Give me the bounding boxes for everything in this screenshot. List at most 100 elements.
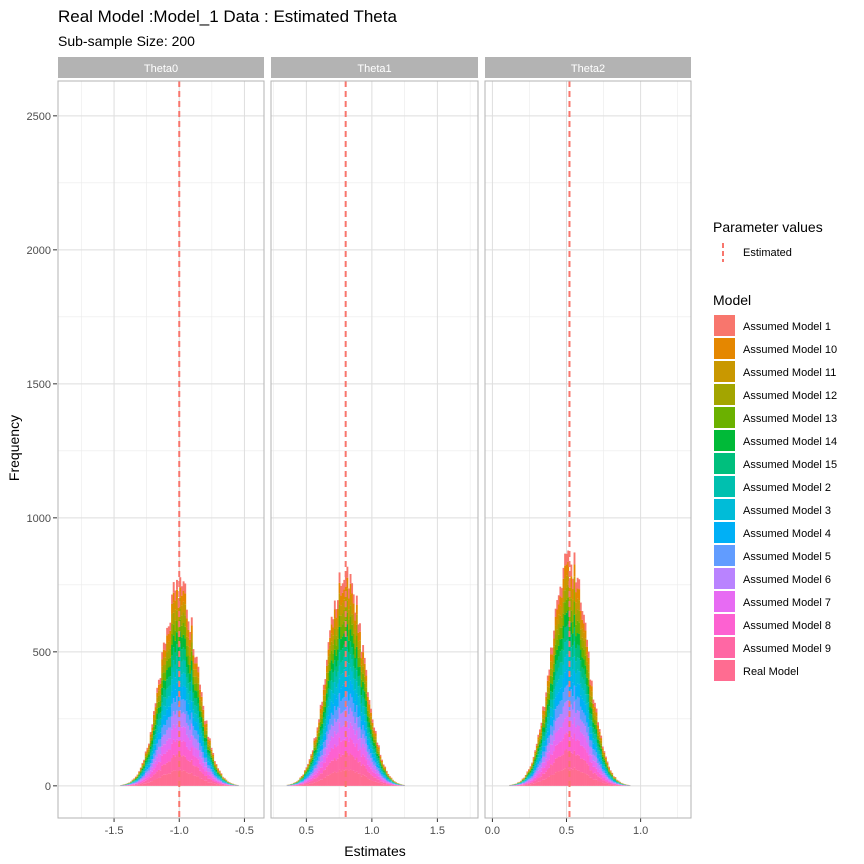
histogram-bar-segment [190,642,193,652]
histogram-bar-segment [185,645,188,657]
histogram-bar-segment [548,776,551,786]
histogram-bar-segment [308,760,311,762]
histogram-bar-segment [179,619,182,632]
histogram-bar-segment [592,732,595,739]
histogram-bar-segment [190,735,193,748]
histogram-bar-segment [559,675,562,689]
histogram-bar-segment [562,625,565,639]
histogram-bar-segment [202,779,205,786]
histogram-bar-segment [223,780,226,782]
histogram-bar-segment [167,686,170,697]
histogram-bar-segment [220,773,223,774]
histogram-bar-segment [220,779,223,781]
histogram-bar-segment [354,668,357,680]
histogram-bar-segment [335,734,338,748]
histogram-bar-segment [213,764,216,767]
histogram-bar-segment [174,600,177,610]
histogram-bar-segment [340,605,343,616]
histogram-bar-segment [598,747,601,751]
histogram-bar-segment [162,672,165,681]
histogram-bar-segment [167,706,170,718]
histogram-bar-segment [190,651,193,661]
histogram-bar-segment [382,767,385,770]
histogram-bar-segment [304,783,306,785]
histogram-bar-segment [371,757,374,762]
histogram-bar-segment [546,753,549,762]
histogram-bar-segment [382,771,385,773]
histogram-bar-segment [217,768,220,770]
histogram-bar-segment [220,781,223,783]
histogram-bar-segment [539,753,541,758]
histogram-bar-segment [189,639,192,648]
histogram-bar-segment [190,625,193,634]
histogram-bar-segment [611,777,614,779]
chart-subtitle: Sub-sample Size: 200 [58,33,195,49]
histogram-bar-segment [567,550,570,562]
histogram-bar-segment [581,698,584,711]
histogram-bar-segment [333,660,336,671]
histogram-bar-segment [215,774,218,777]
histogram-bar-segment [565,767,568,786]
histogram-bar-segment [597,758,600,763]
histogram-bar-segment [146,757,149,760]
histogram-bar-segment [586,703,589,713]
histogram-bar-segment [531,779,534,781]
histogram-bar-segment [349,616,352,630]
histogram-bar-segment [384,775,387,777]
histogram-bar-segment [180,771,183,786]
histogram-bar-segment [215,772,218,774]
histogram-bar-segment [176,600,178,611]
histogram-bar-segment [553,762,556,775]
histogram-bar-segment [564,672,567,688]
histogram-bar-segment [377,747,380,750]
histogram-bar-segment [340,688,343,701]
histogram-bar-segment [564,768,567,786]
histogram-bar-segment [535,748,538,751]
histogram-bar-segment [355,717,358,731]
histogram-bar-segment [159,712,162,719]
histogram-bar-segment [526,776,529,778]
histogram-bar-segment [153,726,155,731]
histogram-bar-segment [611,774,614,776]
histogram-bar-segment [208,750,211,754]
histogram-bar-segment [172,684,175,699]
histogram-bar-segment [578,684,581,698]
histogram-bar-segment [384,767,387,769]
histogram-bar-segment [190,712,193,724]
histogram-bar-segment [556,731,559,745]
histogram-bar-segment [149,770,152,775]
histogram-bar-segment [207,758,210,762]
histogram-bar-segment [586,685,589,695]
histogram-bar-segment [176,724,178,740]
histogram-bar-segment [139,772,142,774]
histogram-bar-segment [564,578,567,591]
histogram-bar-segment [218,784,221,786]
histogram-bar-segment [151,727,154,731]
histogram-bar-segment [330,660,333,670]
histogram-bar-segment [341,712,344,727]
histogram-bar-segment [551,661,554,670]
histogram-bar-segment [379,783,382,786]
histogram-bar-segment [153,779,155,786]
histogram-bar-segment [537,748,540,752]
histogram-bar-segment [184,713,187,728]
histogram-bar-segment [212,774,215,777]
histogram-bar-segment [156,771,159,779]
histogram-bar-segment [164,650,167,658]
histogram-bar-segment [179,669,182,684]
histogram-bar-segment [195,663,198,670]
x-tick-label: -1.0 [170,825,189,837]
histogram-bar-segment [543,732,546,737]
histogram-bar-segment [149,732,152,735]
histogram-bar-segment [553,663,556,672]
histogram-bar-segment [357,717,360,728]
histogram-bar-segment [184,649,187,661]
histogram-bar-segment [573,671,576,686]
histogram-bar-segment [565,685,568,701]
histogram-bar-segment [373,739,376,743]
histogram-bar-segment [159,700,162,707]
histogram-bar-segment [368,779,371,786]
histogram-bar-segment [567,668,570,685]
histogram-bar-segment [579,629,582,640]
histogram-bar-segment [185,711,188,723]
